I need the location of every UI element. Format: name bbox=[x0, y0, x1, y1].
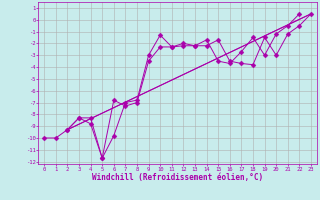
X-axis label: Windchill (Refroidissement éolien,°C): Windchill (Refroidissement éolien,°C) bbox=[92, 173, 263, 182]
